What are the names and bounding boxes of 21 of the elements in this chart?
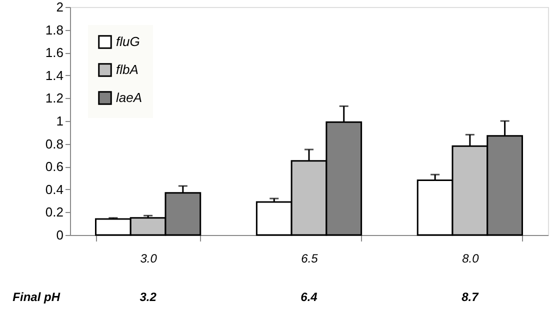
legend-label: fluG [116, 34, 140, 49]
y-tick-label: 1.8 [45, 22, 64, 38]
legend-label: flbA [116, 62, 138, 77]
text: 3.2 [140, 290, 157, 304]
y-tick-label: 1.4 [45, 68, 64, 83]
y-tick-label: 1.2 [45, 90, 64, 106]
y-tick-label: 2 [56, 0, 64, 14]
text: 6.4 [300, 290, 318, 304]
x-tick-label: 3.0 [140, 252, 158, 266]
y-tick-label: 0.6 [45, 159, 64, 174]
y-tick-label: 0.8 [45, 136, 64, 152]
y-tick-label: 0.2 [45, 204, 64, 220]
x-tick-label: 6.5 [301, 252, 318, 266]
text: Final pH [12, 290, 60, 304]
y-tick-label: 1.6 [45, 45, 64, 60]
y-tick-label: 0 [56, 228, 64, 242]
legend-label: laeA [116, 90, 142, 105]
text: 8.7 [462, 290, 480, 304]
y-tick-label: 0.4 [45, 182, 64, 197]
x-tick-label: 8.0 [462, 252, 480, 266]
y-tick-label: 1 [56, 114, 64, 128]
